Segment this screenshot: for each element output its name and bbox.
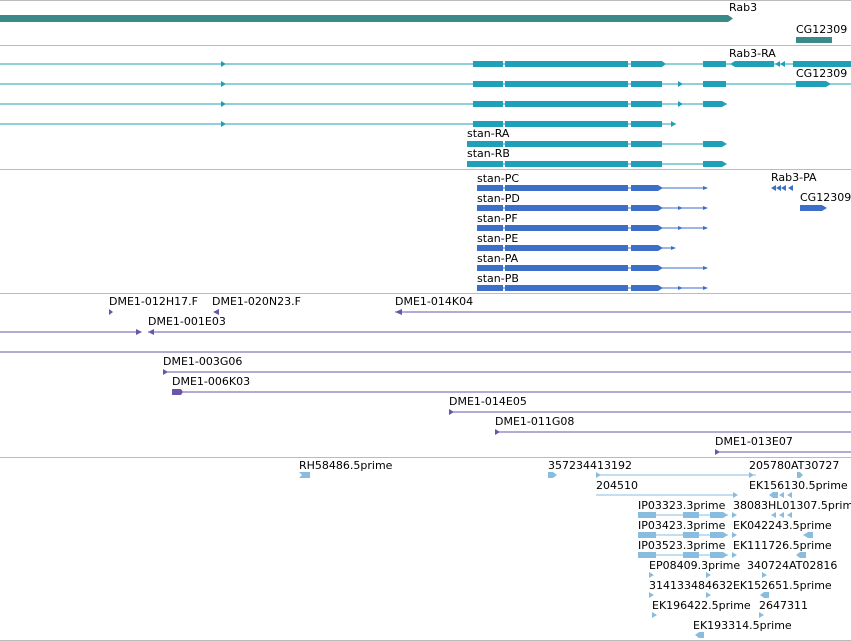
est-track[interactable]: RH58486.5prime 357234413192 204510 20578… <box>299 459 851 638</box>
est-feature[interactable] <box>695 632 704 638</box>
protein-feature[interactable] <box>800 205 827 211</box>
protein-label: stan-PF <box>477 212 518 225</box>
est-feature[interactable] <box>649 592 769 598</box>
clone-feature[interactable] <box>0 351 851 353</box>
est-feature[interactable] <box>762 572 767 578</box>
est-label: EK193314.5prime <box>693 619 792 632</box>
gene-label: Rab3 <box>729 1 757 14</box>
gene-track[interactable]: Rab3 CG12309 <box>0 1 847 43</box>
est-label: 205780AT30727 <box>749 459 839 472</box>
transcript-label: stan-RB <box>467 147 510 160</box>
transcript-label: Rab3-RA <box>729 47 776 60</box>
gene-feature[interactable] <box>796 37 832 43</box>
protein-feature[interactable] <box>477 185 708 191</box>
transcript-feature[interactable] <box>0 121 676 127</box>
clone-feature[interactable] <box>395 309 851 315</box>
est-feature[interactable] <box>548 472 557 478</box>
est-label: IP03523.3prime <box>638 539 726 552</box>
gene-label: CG12309 <box>796 23 847 36</box>
est-label: EK042243.5prime <box>733 519 832 532</box>
clone-feature[interactable] <box>0 329 851 335</box>
protein-feature[interactable] <box>477 245 676 251</box>
clone-feature[interactable] <box>109 309 113 315</box>
clone-feature[interactable] <box>172 389 851 395</box>
transcript-feature[interactable] <box>0 101 727 107</box>
est-label: 38083HL01307.5prime <box>733 499 851 512</box>
est-label: EK196422.5prime <box>652 599 751 612</box>
est-feature[interactable] <box>797 472 803 478</box>
transcript-feature[interactable] <box>796 81 831 87</box>
transcript-track[interactable]: Rab3-RA CG12309 stan-RA stan-RB <box>0 47 851 167</box>
clone-feature[interactable] <box>495 429 851 435</box>
protein-label: stan-PE <box>477 232 518 245</box>
est-label: EK156130.5prime <box>749 479 848 492</box>
clone-feature[interactable] <box>213 309 219 315</box>
est-label: 2647311 <box>759 599 808 612</box>
protein-label: CG12309 <box>800 191 851 204</box>
clone-label: DME1-014K04 <box>395 295 473 308</box>
est-feature[interactable] <box>299 472 310 478</box>
clone-label: DME1-013E07 <box>715 435 793 448</box>
protein-feature[interactable] <box>477 285 708 291</box>
est-feature[interactable] <box>732 532 813 538</box>
clone-feature[interactable] <box>163 369 851 375</box>
protein-label: stan-PD <box>477 192 520 205</box>
protein-feature[interactable] <box>477 205 708 211</box>
protein-feature[interactable] <box>477 265 708 271</box>
protein-label: stan-PC <box>477 172 519 185</box>
est-label: IP03323.3prime <box>638 499 726 512</box>
transcript-feature[interactable] <box>0 61 851 67</box>
clone-label: DME1-014E05 <box>449 395 527 408</box>
est-feature[interactable] <box>638 532 728 538</box>
clone-track[interactable]: DME1-012H17.F DME1-020N23.F DME1-014K04 … <box>0 295 851 455</box>
protein-label: Rab3-PA <box>771 171 817 184</box>
est-feature[interactable] <box>769 492 792 498</box>
clone-feature[interactable] <box>449 409 851 415</box>
est-feature[interactable] <box>732 552 806 558</box>
est-label: 204510 <box>596 479 638 492</box>
est-label: 314133484632EK152651.5prime <box>649 579 832 592</box>
est-label: EP08409.3prime <box>649 559 740 572</box>
protein-label: stan-PA <box>477 252 519 265</box>
clone-label: DME1-003G06 <box>163 355 242 368</box>
transcript-feature[interactable] <box>0 81 851 87</box>
clone-label: DME1-006K03 <box>172 375 250 388</box>
est-feature[interactable] <box>649 572 711 578</box>
est-feature[interactable] <box>759 612 764 618</box>
est-feature[interactable] <box>638 512 728 518</box>
est-feature[interactable] <box>596 472 756 478</box>
transcript-feature[interactable] <box>730 61 851 67</box>
clone-label: DME1-012H17.F <box>109 295 198 308</box>
gene-feature[interactable] <box>0 15 733 22</box>
transcript-label: stan-RA <box>467 127 510 140</box>
est-label: EK111726.5prime <box>733 539 832 552</box>
protein-track[interactable]: stan-PC Rab3-PA CG12309 stan-PD <box>477 171 851 291</box>
protein-label: stan-PB <box>477 272 519 285</box>
est-label: 357234413192 <box>548 459 632 472</box>
transcript-label: CG12309 <box>796 67 847 80</box>
est-label: RH58486.5prime <box>299 459 393 472</box>
est-feature[interactable] <box>638 552 728 558</box>
clone-label: DME1-001E03 <box>148 315 226 328</box>
est-feature[interactable] <box>596 492 738 498</box>
est-feature[interactable] <box>732 512 792 518</box>
protein-feature[interactable] <box>477 225 708 231</box>
transcript-feature[interactable] <box>467 161 727 167</box>
est-label: IP03423.3prime <box>638 519 726 532</box>
protein-feature[interactable] <box>771 185 793 191</box>
est-feature[interactable] <box>652 612 657 618</box>
transcript-feature[interactable] <box>467 141 727 147</box>
clone-label: DME1-020N23.F <box>212 295 301 308</box>
clone-label: DME1-011G08 <box>495 415 574 428</box>
clone-feature[interactable] <box>715 449 851 455</box>
est-label: 340724AT02816 <box>747 559 837 572</box>
